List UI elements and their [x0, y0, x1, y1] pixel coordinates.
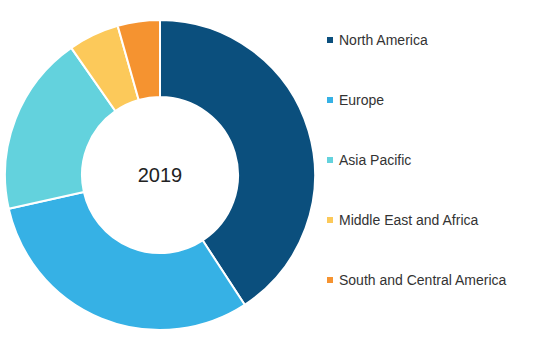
legend-swatch: [327, 277, 333, 283]
donut: [5, 20, 315, 330]
legend-swatch: [327, 157, 333, 163]
legend: North America Europe Asia Pacific Middle Ea…: [327, 32, 507, 288]
legend-label: Middle East and Africa: [339, 212, 479, 228]
legend-label: South and Central America: [339, 272, 507, 288]
legend-swatch: [327, 97, 333, 103]
legend-swatch: [327, 37, 333, 43]
slice: [9, 192, 245, 330]
legend-item: North America: [327, 32, 428, 48]
legend-label: North America: [339, 32, 428, 48]
legend-item: Europe: [327, 92, 384, 108]
slice: [118, 20, 160, 100]
legend-label: Europe: [339, 92, 384, 108]
legend-label: Asia Pacific: [339, 152, 411, 168]
legend-item: Middle East and Africa: [327, 212, 479, 228]
legend-swatch: [327, 217, 333, 223]
center-title: 2019: [138, 164, 183, 186]
chart: 2019 North America Europe Asia Pacific Middl…: [0, 0, 551, 345]
legend-item: South and Central America: [327, 272, 507, 288]
legend-item: Asia Pacific: [327, 152, 411, 168]
